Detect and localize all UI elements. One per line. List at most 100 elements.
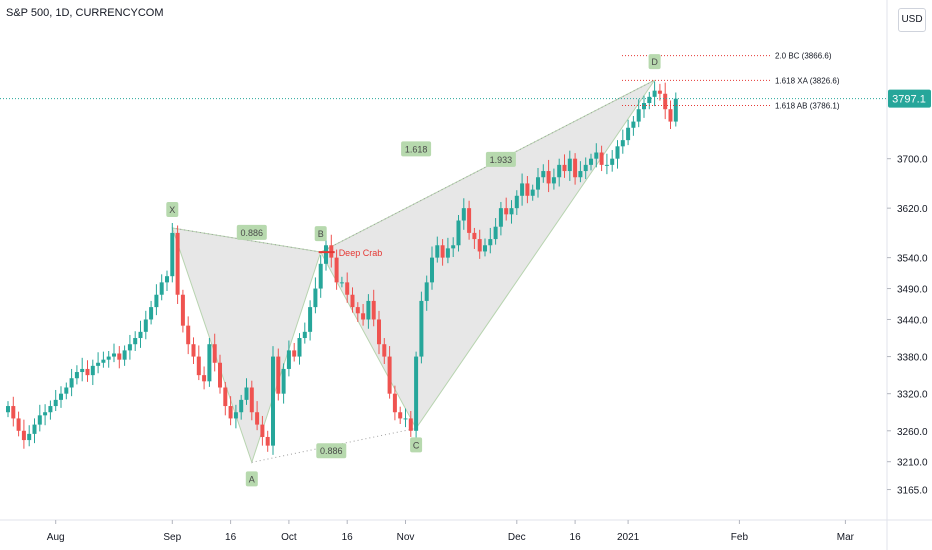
pattern-point-b-box	[314, 226, 327, 242]
candle-body	[530, 189, 535, 196]
time-tick-label: Aug	[47, 532, 65, 543]
price-tick-label: 3440.0	[897, 315, 928, 326]
ratio-label-box	[236, 224, 267, 240]
ratio-label: 1.618	[405, 144, 428, 154]
candle-body	[297, 338, 302, 357]
candle-body	[615, 146, 620, 159]
candle-body	[239, 399, 244, 413]
candle-body	[286, 350, 291, 369]
time-tick-label: Oct	[281, 532, 297, 543]
candle-body	[345, 282, 350, 295]
candle-body	[451, 245, 456, 249]
pattern-point-c-box	[410, 437, 423, 453]
price-tick-label: 3380.0	[897, 353, 928, 364]
pattern-point-x-box	[166, 201, 179, 217]
fib-level-label: 1.618 AB (3786.1)	[775, 101, 840, 110]
pattern-line-bd	[320, 79, 655, 253]
price-tick-label: 3165.0	[897, 486, 928, 497]
candle-body	[403, 418, 408, 420]
currency-button[interactable]: USD	[898, 8, 926, 32]
candle-body	[159, 282, 164, 295]
candle-body	[567, 158, 572, 172]
ratio-label: 1.933	[490, 155, 513, 165]
candle-body	[525, 183, 530, 196]
candle-body	[589, 158, 593, 165]
candle-body	[302, 331, 307, 339]
candle-body	[631, 121, 636, 128]
candle-body	[350, 294, 355, 308]
candle-body	[318, 263, 323, 289]
candle-body	[652, 90, 657, 97]
candle-body	[223, 387, 228, 407]
candle-body	[313, 288, 318, 308]
pattern-name-label: Deep Crab	[339, 248, 383, 258]
candle-body	[636, 109, 641, 122]
price-tick-label: 3320.0	[897, 390, 928, 401]
candle-body	[626, 127, 631, 141]
candle-body	[599, 152, 604, 165]
candle-body	[472, 232, 477, 240]
candle-body	[64, 387, 69, 394]
candle-body	[445, 248, 450, 258]
candle-body	[366, 300, 371, 320]
candle-body	[127, 344, 132, 351]
candle-body	[387, 356, 392, 394]
candle-body	[281, 368, 286, 394]
fib-level-label: 1.618 XA (3826.6)	[775, 76, 840, 85]
candle-body	[59, 393, 63, 400]
candle-body	[488, 239, 493, 246]
ratio-label: 0.886	[320, 446, 343, 456]
ratio-label-box	[401, 141, 432, 157]
candle-body	[594, 152, 599, 159]
candle-body	[657, 90, 662, 94]
candle-body	[642, 103, 646, 110]
candle-body	[440, 245, 445, 258]
candle-body	[106, 356, 111, 360]
candle-body	[249, 387, 254, 413]
candle-body	[196, 356, 201, 376]
time-tick-label: 16	[225, 532, 237, 543]
candle-body	[498, 208, 503, 227]
candle-body	[361, 313, 366, 320]
candle-body	[456, 220, 461, 246]
candle-body	[11, 406, 16, 419]
candle-body	[117, 353, 122, 360]
price-tick-label: 3620.0	[897, 204, 928, 215]
candle-body	[382, 344, 387, 357]
candle-body	[541, 171, 546, 178]
candle-body	[207, 344, 212, 382]
candle-body	[430, 257, 434, 283]
candle-body	[260, 424, 265, 437]
candle-body	[493, 226, 498, 240]
currency-label: USD	[901, 14, 923, 25]
price-tick-label: 3490.0	[897, 285, 928, 296]
candle-body	[355, 307, 360, 314]
candle-body	[467, 208, 472, 233]
candle-body	[228, 406, 233, 419]
pattern-point-x: X	[169, 205, 175, 215]
candle-body	[308, 307, 313, 332]
candle-body	[143, 319, 148, 332]
last-price-label: 3797.1	[892, 94, 926, 106]
candle-body	[43, 412, 48, 416]
candle-body	[96, 362, 101, 366]
candle-body	[647, 96, 652, 104]
candle-body	[668, 109, 673, 122]
candle-body	[477, 239, 482, 252]
candle-body	[186, 325, 191, 345]
candle-body	[154, 294, 159, 308]
candle-body	[202, 375, 207, 382]
time-tick-label: 2021	[617, 532, 640, 543]
candle-body	[604, 164, 609, 166]
candle-body	[557, 164, 562, 178]
fib-level-label: 2.0 BC (3866.6)	[775, 52, 832, 61]
candle-body	[392, 393, 397, 413]
candle-body	[371, 300, 376, 320]
candle-body	[536, 177, 540, 190]
last-price-tag	[888, 89, 931, 108]
time-tick-label: Nov	[397, 532, 415, 543]
candle-body	[122, 350, 127, 360]
candle-body	[339, 282, 344, 284]
pattern-triangle-xab	[171, 227, 322, 464]
